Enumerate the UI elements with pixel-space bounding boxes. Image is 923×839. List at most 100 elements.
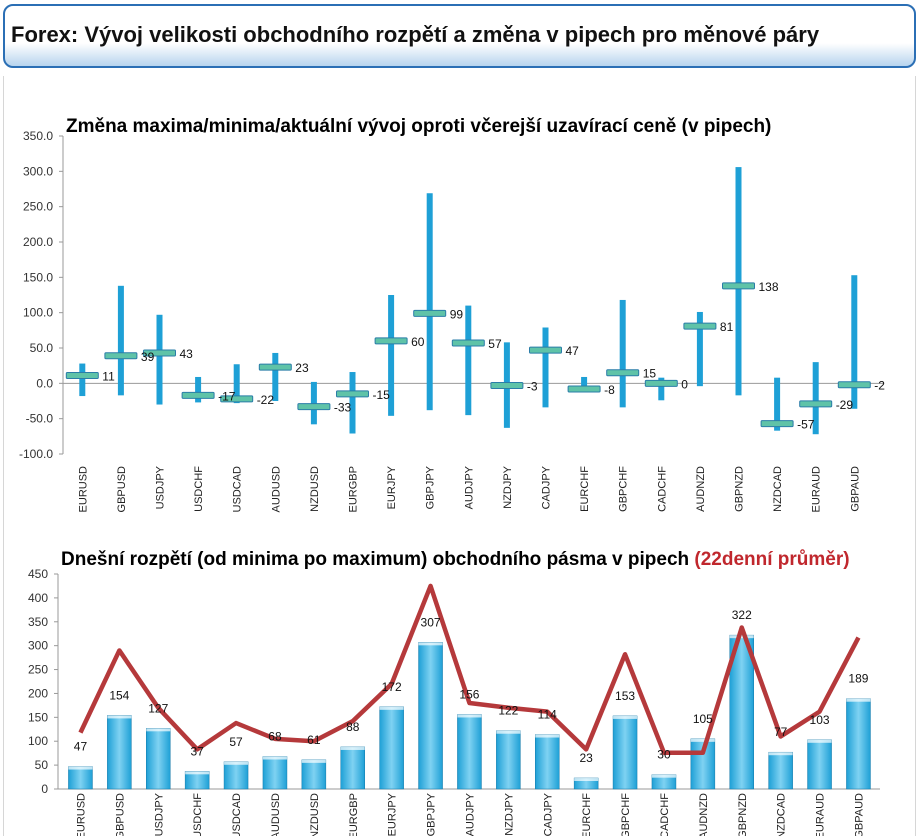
chart2-value-label: 156 <box>459 687 479 701</box>
chart1-y-tick-label: 300.0 <box>23 164 53 178</box>
chart2-category-label: EURJPY <box>387 792 399 836</box>
chart1-range-bar <box>658 377 665 401</box>
chart2-y-tick-label: 400 <box>28 591 48 605</box>
chart1-current-marker <box>451 339 485 347</box>
chart1-category-label: GBPAUD <box>849 466 861 512</box>
chart1-category-label: EURCHF <box>579 466 591 512</box>
chart1-range-bar <box>79 363 86 397</box>
chart1-category-label: EURJPY <box>386 465 398 509</box>
chart1-value-label: 138 <box>759 280 779 294</box>
chart2-category-label: EURAUD <box>815 793 827 836</box>
chart1-current-marker <box>413 309 447 317</box>
chart2-bar <box>612 715 638 790</box>
chart1-range-bar <box>465 305 472 416</box>
chart1-value-label: -17 <box>218 389 236 403</box>
chart2-bar-top-highlight <box>340 746 365 750</box>
header-banner: Forex: Vývoj velikosti obchodního rozpět… <box>3 4 916 68</box>
chart1-value-label: 81 <box>720 320 734 334</box>
chart2-value-label: 114 <box>538 708 557 722</box>
chart2-bar-top-highlight <box>651 774 676 778</box>
chart1-current-marker <box>336 390 369 398</box>
chart2-bar <box>184 771 210 790</box>
chart2-category-label: GBPCHF <box>620 793 632 836</box>
chart1-value-label: 43 <box>180 347 194 361</box>
chart2-value-label: 47 <box>74 740 88 754</box>
chart2-y-tick-label: 250 <box>28 663 48 677</box>
chart1-range-bar <box>195 376 202 403</box>
chart1-value-label: 99 <box>450 307 464 321</box>
chart2-bar <box>690 738 716 790</box>
chart2-bar <box>651 774 677 790</box>
chart1-y-tick-label: -50.0 <box>26 412 54 426</box>
chart2-value-label: 68 <box>268 730 282 744</box>
chart1-current-marker <box>181 391 215 399</box>
chart2-bar <box>223 761 249 790</box>
chart1-current-marker <box>220 395 254 403</box>
chart2-category-label: NZDCAD <box>776 793 788 836</box>
chart2-bar-top-highlight <box>768 752 793 756</box>
chart2-category-label: CADCHF <box>659 793 671 836</box>
chart2-title-accent: (22denní průměr) <box>694 549 849 570</box>
chart2-y-tick-label: 350 <box>28 615 48 629</box>
chart1-category-label: EURAUD <box>811 466 823 513</box>
chart2-value-label: 103 <box>810 713 830 727</box>
chart1-current-marker <box>606 369 640 377</box>
chart2-category-label: CADJPY <box>542 792 554 836</box>
chart1-current-marker <box>374 337 408 345</box>
chart1-current-marker <box>683 322 717 330</box>
chart2-y-tick-label: 50 <box>35 758 49 772</box>
chart1-y-tick-label: 250.0 <box>23 200 53 214</box>
chart1-category-label: EURUSD <box>77 466 89 513</box>
chart1-value-label: -29 <box>836 398 854 412</box>
chart2-category-label: GBPJPY <box>426 792 438 836</box>
chart2-bar-top-highlight <box>535 734 560 738</box>
chart2-bar-top-highlight <box>807 739 832 743</box>
chart2-y-tick-label: 150 <box>28 710 48 724</box>
chart2-category-label: AUDUSD <box>270 793 282 836</box>
chart1-range-bar <box>272 352 279 401</box>
chart1-value-label: -22 <box>257 393 275 407</box>
chart2-bar <box>457 714 482 790</box>
chart1-category-label: USDCHF <box>193 466 205 512</box>
chart1-value-label: -33 <box>334 401 352 415</box>
chart1-category-label: USDJPY <box>155 465 167 509</box>
chart1-range-bar <box>696 311 703 387</box>
chart1-current-marker <box>722 282 755 290</box>
chart2-category-label: GBPNZD <box>737 793 749 836</box>
chart2-value-label: 88 <box>346 720 360 734</box>
chart1-current-marker <box>567 385 601 393</box>
chart1-category-label: AUDJPY <box>463 465 475 509</box>
chart2-bar <box>340 746 365 790</box>
chart2-category-label: NZDJPY <box>503 792 515 835</box>
chart1-category-label: CADCHF <box>656 466 668 512</box>
chart1-value-label: -57 <box>797 418 815 432</box>
chart1-range-bar <box>774 377 781 431</box>
chart2-bar-top-highlight <box>690 738 715 742</box>
chart2-category-label: GBPUSD <box>114 793 126 836</box>
chart1-range-bar <box>851 275 858 409</box>
chart2-value-label: 127 <box>148 701 168 715</box>
chart2-value-label: 30 <box>657 748 671 762</box>
chart2-value-label: 105 <box>693 712 713 726</box>
chart1-range-bar <box>812 362 819 435</box>
chart2-bar-top-highlight <box>68 766 93 770</box>
chart2-bar <box>573 777 599 790</box>
chart2-bar <box>262 756 288 790</box>
chart1-current-marker <box>258 363 292 371</box>
chart2-bar-top-highlight <box>613 715 638 719</box>
chart2-y-tick-label: 450 <box>28 567 48 581</box>
chart1-current-marker <box>490 381 524 389</box>
chart1-value-label: -2 <box>874 379 885 393</box>
chart1-category-label: GBPJPY <box>425 465 437 509</box>
chart2-value-label: 189 <box>848 672 868 686</box>
chart1-range-bar <box>156 314 163 405</box>
chart2-category-label: EURGBP <box>348 793 360 836</box>
chart2-value-label: 77 <box>774 725 788 739</box>
chart2-bar <box>846 698 871 790</box>
chart1-category-label: USDCAD <box>232 466 244 513</box>
pip-change-chart: Změna maxima/minima/aktuální vývoj oprot… <box>19 116 885 513</box>
chart2-bar <box>768 751 793 790</box>
chart2-value-label: 153 <box>615 689 635 703</box>
chart1-category-label: GBPUSD <box>116 466 128 513</box>
chart1-current-marker <box>760 420 794 428</box>
